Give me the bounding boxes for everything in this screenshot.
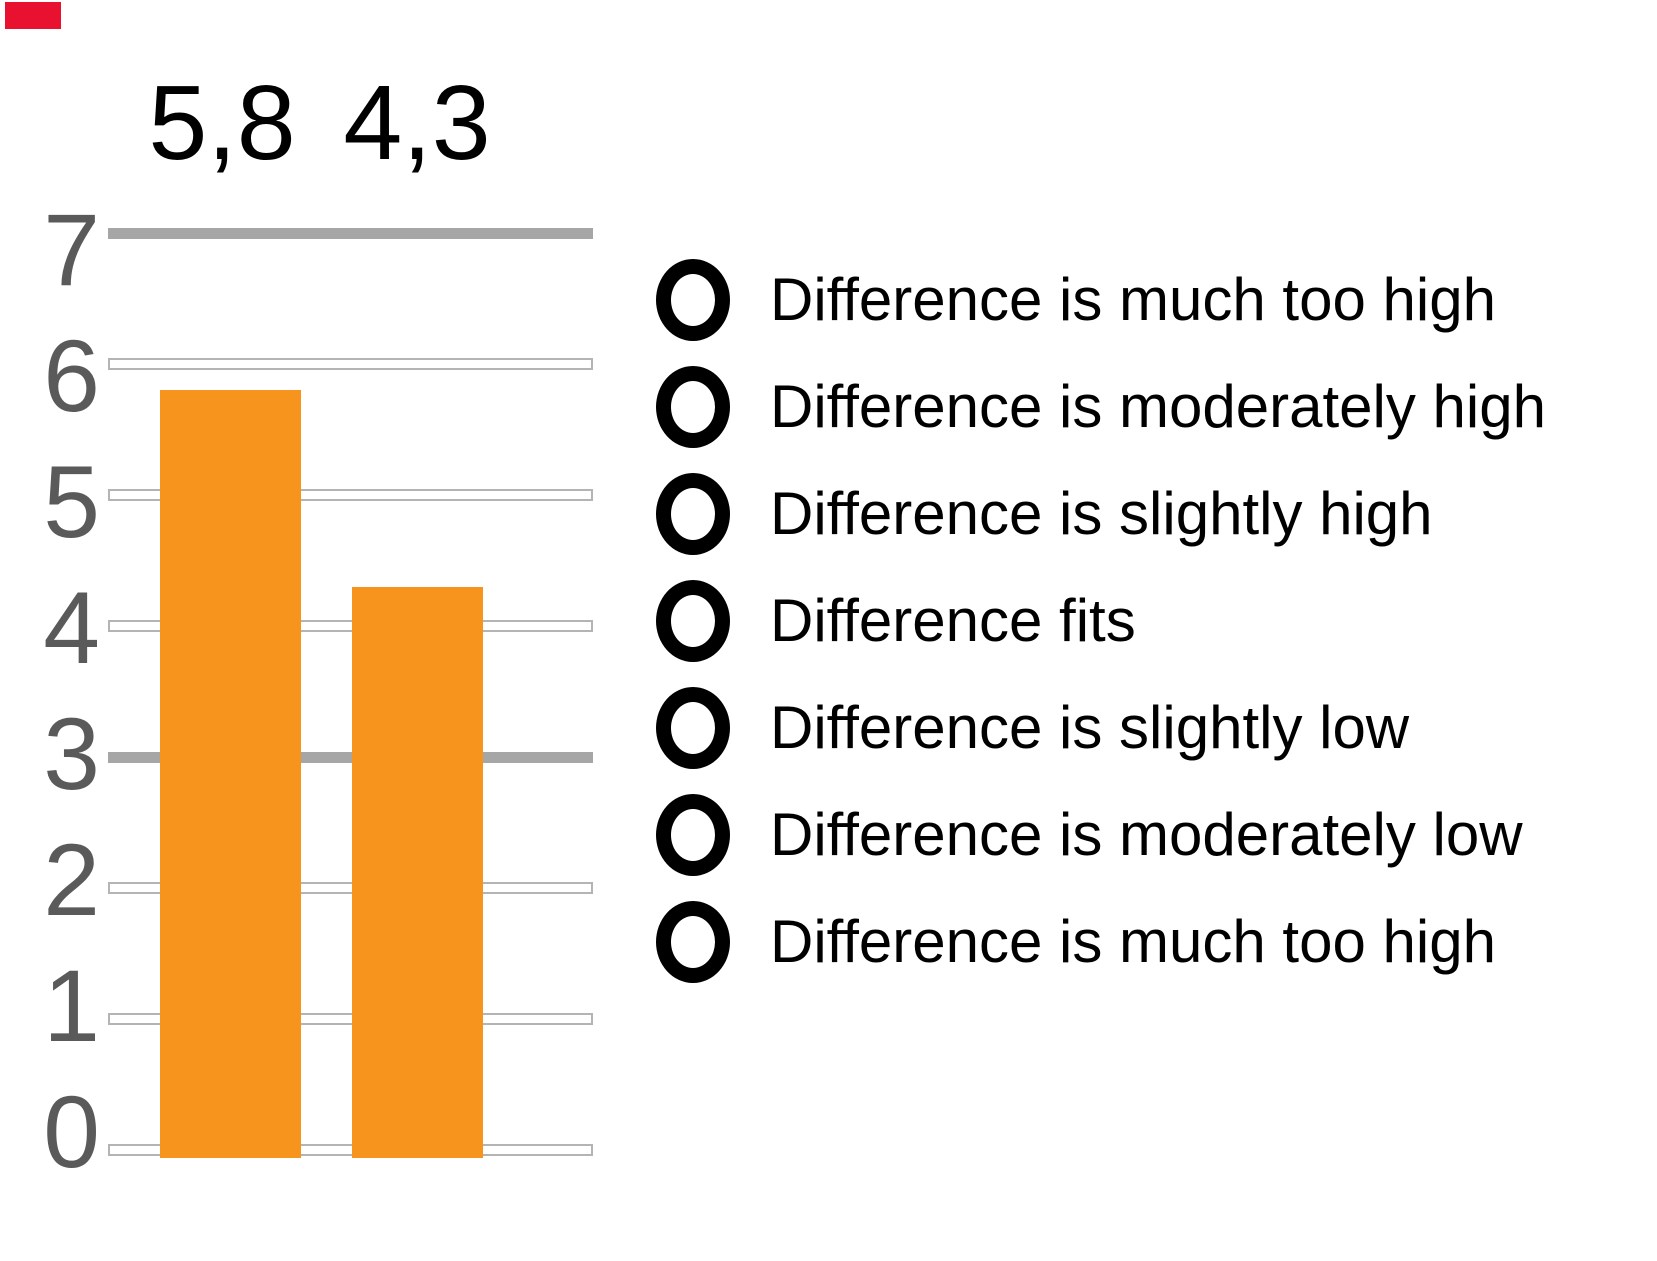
bar-value-label: 5,8	[148, 64, 296, 182]
option-label: Difference is moderately low	[770, 801, 1523, 868]
radio-button-icon[interactable]	[656, 580, 730, 662]
option-label: Difference fits	[770, 587, 1136, 654]
y-axis-tick-label: 4	[43, 571, 100, 685]
gridline-solid	[108, 228, 593, 239]
radio-button-icon[interactable]	[656, 366, 730, 448]
annotation-marker	[5, 2, 61, 29]
gridline-solid	[108, 752, 593, 763]
option-label: Difference is moderately high	[770, 373, 1546, 440]
option-label: Difference is slightly high	[770, 480, 1433, 547]
radio-button-icon[interactable]	[656, 901, 730, 983]
y-axis-tick-label: 0	[43, 1075, 100, 1189]
radio-button-icon[interactable]	[656, 687, 730, 769]
radio-option-row[interactable]: Difference is moderately low	[656, 794, 1523, 876]
bar-chart: 5,8 4,3 7 6 5 4 3 2 1 0	[0, 0, 660, 1261]
y-axis-tick-label: 6	[43, 319, 100, 433]
radio-option-row[interactable]: Difference is much too high	[656, 259, 1496, 341]
radio-option-row[interactable]: Difference is slightly low	[656, 687, 1409, 769]
bar-value-label: 4,3	[343, 64, 491, 182]
option-label: Difference is slightly low	[770, 694, 1410, 761]
y-axis-tick-label: 5	[43, 445, 100, 559]
y-axis-tick-label: 7	[43, 193, 100, 307]
option-label: Difference is much too high	[770, 908, 1496, 975]
radio-option-row[interactable]: Difference is slightly high	[656, 473, 1433, 555]
radio-button-icon[interactable]	[656, 259, 730, 341]
y-axis-tick-label: 3	[43, 697, 100, 811]
radio-button-icon[interactable]	[656, 794, 730, 876]
bar-2	[352, 586, 483, 1158]
y-axis-tick-label: 2	[43, 823, 100, 937]
radio-option-row[interactable]: Difference is much too high	[656, 901, 1496, 983]
option-label: Difference is much too high	[770, 266, 1496, 333]
gridline-ribbon	[108, 358, 593, 370]
radio-button-icon[interactable]	[656, 473, 730, 555]
bar-1	[160, 390, 301, 1158]
radio-option-row[interactable]: Difference is moderately high	[656, 366, 1546, 448]
radio-option-row[interactable]: Difference fits	[656, 580, 1136, 662]
y-axis-tick-label: 1	[43, 949, 100, 1063]
